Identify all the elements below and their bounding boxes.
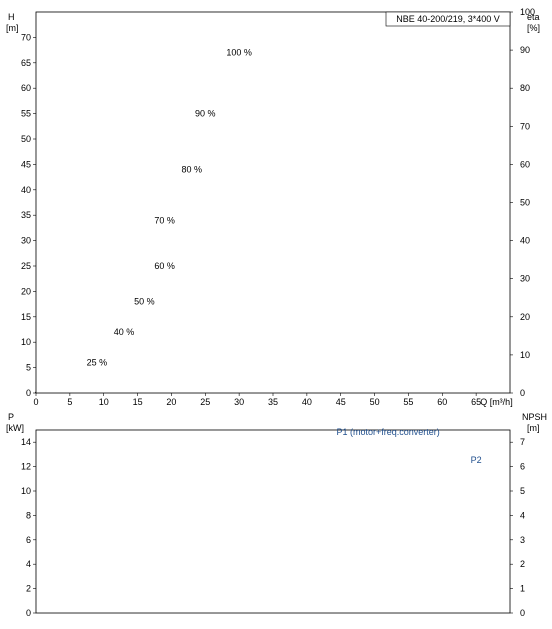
chart-title: NBE 40-200/219, 3*400 V	[396, 14, 500, 24]
npsh-axis-tick-label: 3	[520, 535, 525, 545]
title-box	[385, 11, 511, 27]
q-axis-tick-label: 50	[370, 397, 380, 407]
h-axis-tick-label: 30	[21, 236, 31, 246]
q-axis-tick-label: 5	[67, 397, 72, 407]
eta-axis-tick-label: 80	[520, 83, 530, 93]
h-axis-tick-label: 15	[21, 312, 31, 322]
speed-curve-label: 70 %	[154, 215, 175, 225]
q-axis-tick-label: 25	[200, 397, 210, 407]
q-axis-tick-label: 40	[302, 397, 312, 407]
speed-curve-label: 25 %	[87, 358, 108, 368]
speed-curve-label: 90 %	[195, 109, 216, 119]
npsh-axis-tick-label: 7	[520, 437, 525, 447]
npsh-axis-tick-label: 6	[520, 462, 525, 472]
eta-axis-tick-label: 30	[520, 274, 530, 284]
h-axis-tick-label: 65	[21, 58, 31, 68]
q-axis-tick-label: 60	[437, 397, 447, 407]
eta-axis-unit: [%]	[527, 23, 540, 33]
p-axis-tick-label: 2	[26, 584, 31, 594]
eta-axis-tick-label: 40	[520, 236, 530, 246]
speed-curve-label: 40 %	[114, 327, 135, 337]
p-axis-tick-label: 10	[21, 486, 31, 496]
eta-axis-label: eta	[527, 12, 540, 22]
npsh-axis-label: NPSH	[522, 412, 547, 422]
p1-series-label: P1 (motor+freq.converter)	[336, 427, 439, 437]
p-axis-label: P	[8, 412, 14, 422]
q-axis-tick-label: 55	[403, 397, 413, 407]
npsh-axis-tick-label: 0	[520, 608, 525, 618]
q-axis-tick-label: 65	[471, 397, 481, 407]
h-axis-tick-label: 25	[21, 261, 31, 271]
h-axis-label: H	[8, 12, 15, 22]
eta-axis-tick-label: 0	[520, 388, 525, 398]
h-axis-tick-label: 20	[21, 286, 31, 296]
speed-curve-label: 60 %	[154, 261, 175, 271]
npsh-axis-tick-label: 2	[520, 559, 525, 569]
p-axis-unit: [kW]	[6, 423, 24, 433]
p-axis-tick-label: 4	[26, 559, 31, 569]
h-axis-tick-label: 70	[21, 32, 31, 42]
q-axis-tick-label: 30	[234, 397, 244, 407]
p-axis-tick-label: 0	[26, 608, 31, 618]
h-axis-tick-label: 60	[21, 83, 31, 93]
p2-series-label: P2	[471, 455, 482, 465]
eta-axis-tick-label: 20	[520, 312, 530, 322]
p-axis-tick-label: 8	[26, 510, 31, 520]
h-axis-tick-label: 55	[21, 109, 31, 119]
q-axis-unit-label: Q [m³/h]	[480, 397, 513, 407]
eta-axis-tick-label: 90	[520, 45, 530, 55]
h-axis-tick-label: 10	[21, 337, 31, 347]
h-axis-tick-label: 35	[21, 210, 31, 220]
q-axis-tick-label: 45	[336, 397, 346, 407]
npsh-axis-unit: [m]	[527, 423, 540, 433]
h-axis-tick-label: 40	[21, 185, 31, 195]
eta-axis-tick-label: 100	[520, 7, 535, 17]
p-axis-tick-label: 14	[21, 437, 31, 447]
eta-axis-tick-label: 50	[520, 198, 530, 208]
q-axis-tick-label: 15	[133, 397, 143, 407]
h-axis-unit: [m]	[6, 23, 19, 33]
speed-curve-label: 50 %	[134, 297, 155, 307]
speed-curve-label: 80 %	[181, 165, 202, 175]
h-axis-tick-label: 50	[21, 134, 31, 144]
eta-axis-tick-label: 10	[520, 350, 530, 360]
eta-axis-tick-label: 60	[520, 159, 530, 169]
h-axis-tick-label: 45	[21, 159, 31, 169]
top-plot-frame	[35, 11, 511, 394]
q-axis-tick-label: 0	[33, 397, 38, 407]
h-axis-tick-label: 0	[26, 388, 31, 398]
eta-axis-tick-label: 70	[520, 121, 530, 131]
p-axis-tick-label: 6	[26, 535, 31, 545]
h-axis-tick-label: 5	[26, 363, 31, 373]
p-axis-tick-label: 12	[21, 462, 31, 472]
bottom-plot-frame	[35, 429, 511, 614]
npsh-axis-tick-label: 1	[520, 584, 525, 594]
q-axis-tick-label: 20	[166, 397, 176, 407]
speed-curve-label: 100 %	[226, 48, 252, 58]
npsh-axis-tick-label: 5	[520, 486, 525, 496]
npsh-axis-tick-label: 4	[520, 510, 525, 520]
q-axis-tick-label: 10	[99, 397, 109, 407]
q-axis-tick-label: 35	[268, 397, 278, 407]
